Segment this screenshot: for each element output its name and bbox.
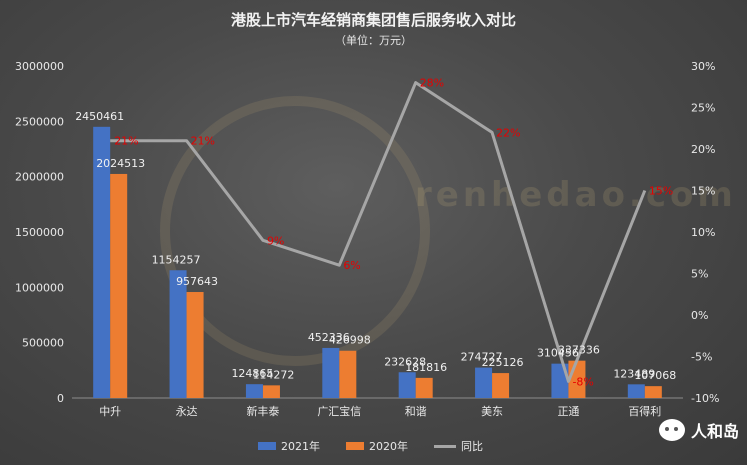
data-label-2020: 426998 — [329, 334, 371, 347]
yoy-line — [110, 81, 647, 383]
yoy-data-label: 28% — [420, 77, 444, 90]
legend-item-2020: 2020年 — [346, 438, 408, 454]
bar-2021 — [245, 384, 263, 398]
data-label-2021: 232628 — [384, 355, 426, 368]
bar-2021 — [169, 270, 187, 398]
y-left-tick-label: 3000000 — [15, 60, 64, 73]
y-left-tick-label: 2000000 — [15, 171, 64, 184]
y-left-tick-label: 1500000 — [15, 226, 64, 239]
bar-2020 — [110, 173, 128, 398]
yoy-data-label: 15% — [649, 185, 673, 198]
data-label-2020: 114272 — [252, 368, 294, 381]
watermark-brand-text: 人和岛 — [690, 422, 739, 441]
y-left-tick-label: 0 — [57, 392, 64, 405]
legend-swatch-yoy — [434, 444, 456, 448]
y-left-tick-label: 500000 — [22, 337, 64, 350]
bar-2020 — [339, 350, 357, 398]
y-right-tick-label: 10% — [691, 226, 715, 239]
data-label-2020: 181816 — [405, 361, 447, 374]
x-tick-label: 中升 — [99, 405, 121, 418]
bar-2020 — [492, 373, 510, 398]
yoy-data-label: 6% — [343, 259, 360, 272]
data-label-2020: 107068 — [634, 369, 676, 382]
bar-2020 — [644, 386, 662, 398]
x-tick-label: 永达 — [176, 404, 198, 418]
y-right-tick-label: 5% — [691, 268, 708, 281]
yoy-data-label: 9% — [267, 234, 284, 247]
bar-2020 — [415, 377, 433, 398]
data-label-2021: 123489 — [613, 367, 655, 380]
bar-2021 — [322, 347, 340, 398]
data-label-2020: 337336 — [558, 344, 600, 357]
data-label-2020: 2024513 — [96, 157, 145, 170]
watermark-seal-text: renhedao.com — [415, 175, 737, 215]
y-left-tick-label: 2500000 — [15, 115, 64, 128]
bar-2021 — [398, 372, 416, 398]
wechat-icon — [658, 419, 685, 441]
watermark-brand: 人和岛 — [658, 418, 739, 442]
data-label-2021: 1154257 — [152, 253, 201, 266]
bar-2021 — [475, 367, 493, 398]
x-tick-label: 百得利 — [628, 405, 661, 418]
y-right-tick-label: -5% — [691, 351, 712, 364]
yoy-data-label: 21% — [191, 135, 215, 148]
data-label-2021: 2450461 — [75, 110, 124, 123]
x-tick-label: 广汇宝信 — [317, 404, 361, 418]
x-tick-label: 和谐 — [405, 404, 427, 418]
x-tick-label: 新丰泰 — [246, 404, 279, 418]
data-label-2021: 124865 — [231, 367, 273, 380]
legend-label-2021: 2021年 — [281, 440, 320, 453]
data-label-2021: 274727 — [461, 351, 503, 364]
x-tick-label: 正通 — [557, 405, 579, 418]
y-right-tick-label: -10% — [691, 392, 719, 405]
legend-swatch-2020 — [346, 442, 364, 450]
y-right-tick-label: 15% — [691, 185, 715, 198]
chart-subtitle: （单位：万元） — [335, 34, 412, 47]
y-left-tick-label: 1000000 — [15, 281, 64, 294]
data-label-2020: 225126 — [482, 356, 524, 369]
data-label-2020: 957643 — [176, 275, 218, 288]
yoy-data-label: -8% — [572, 375, 593, 388]
legend-label-yoy: 同比 — [461, 440, 483, 453]
legend-item-yoy: 同比 — [434, 438, 483, 454]
y-right-tick-label: 25% — [691, 102, 715, 115]
x-tick-label: 美东 — [481, 405, 503, 418]
watermark-seal — [160, 96, 430, 366]
legend-swatch-2021 — [258, 442, 276, 450]
y-right-tick-label: 20% — [691, 143, 715, 156]
y-right-tick-label: 0% — [691, 309, 708, 322]
chart-legend: 2021年 2020年 同比 — [258, 438, 483, 454]
y-right-tick-label: 30% — [691, 60, 715, 73]
bar-2020 — [186, 292, 204, 398]
yoy-data-label: 21% — [114, 135, 138, 148]
chart-title: 港股上市汽车经销商集团售后服务收入对比 — [230, 11, 516, 29]
bar-2020 — [262, 385, 280, 398]
data-label-2021: 310456 — [537, 347, 579, 360]
yoy-data-label: 22% — [496, 126, 520, 139]
bar-2021 — [627, 384, 645, 398]
data-label-2021: 452336 — [308, 331, 350, 344]
legend-item-2021: 2021年 — [258, 438, 320, 454]
bar-2021 — [93, 126, 111, 399]
legend-label-2020: 2020年 — [369, 440, 408, 453]
